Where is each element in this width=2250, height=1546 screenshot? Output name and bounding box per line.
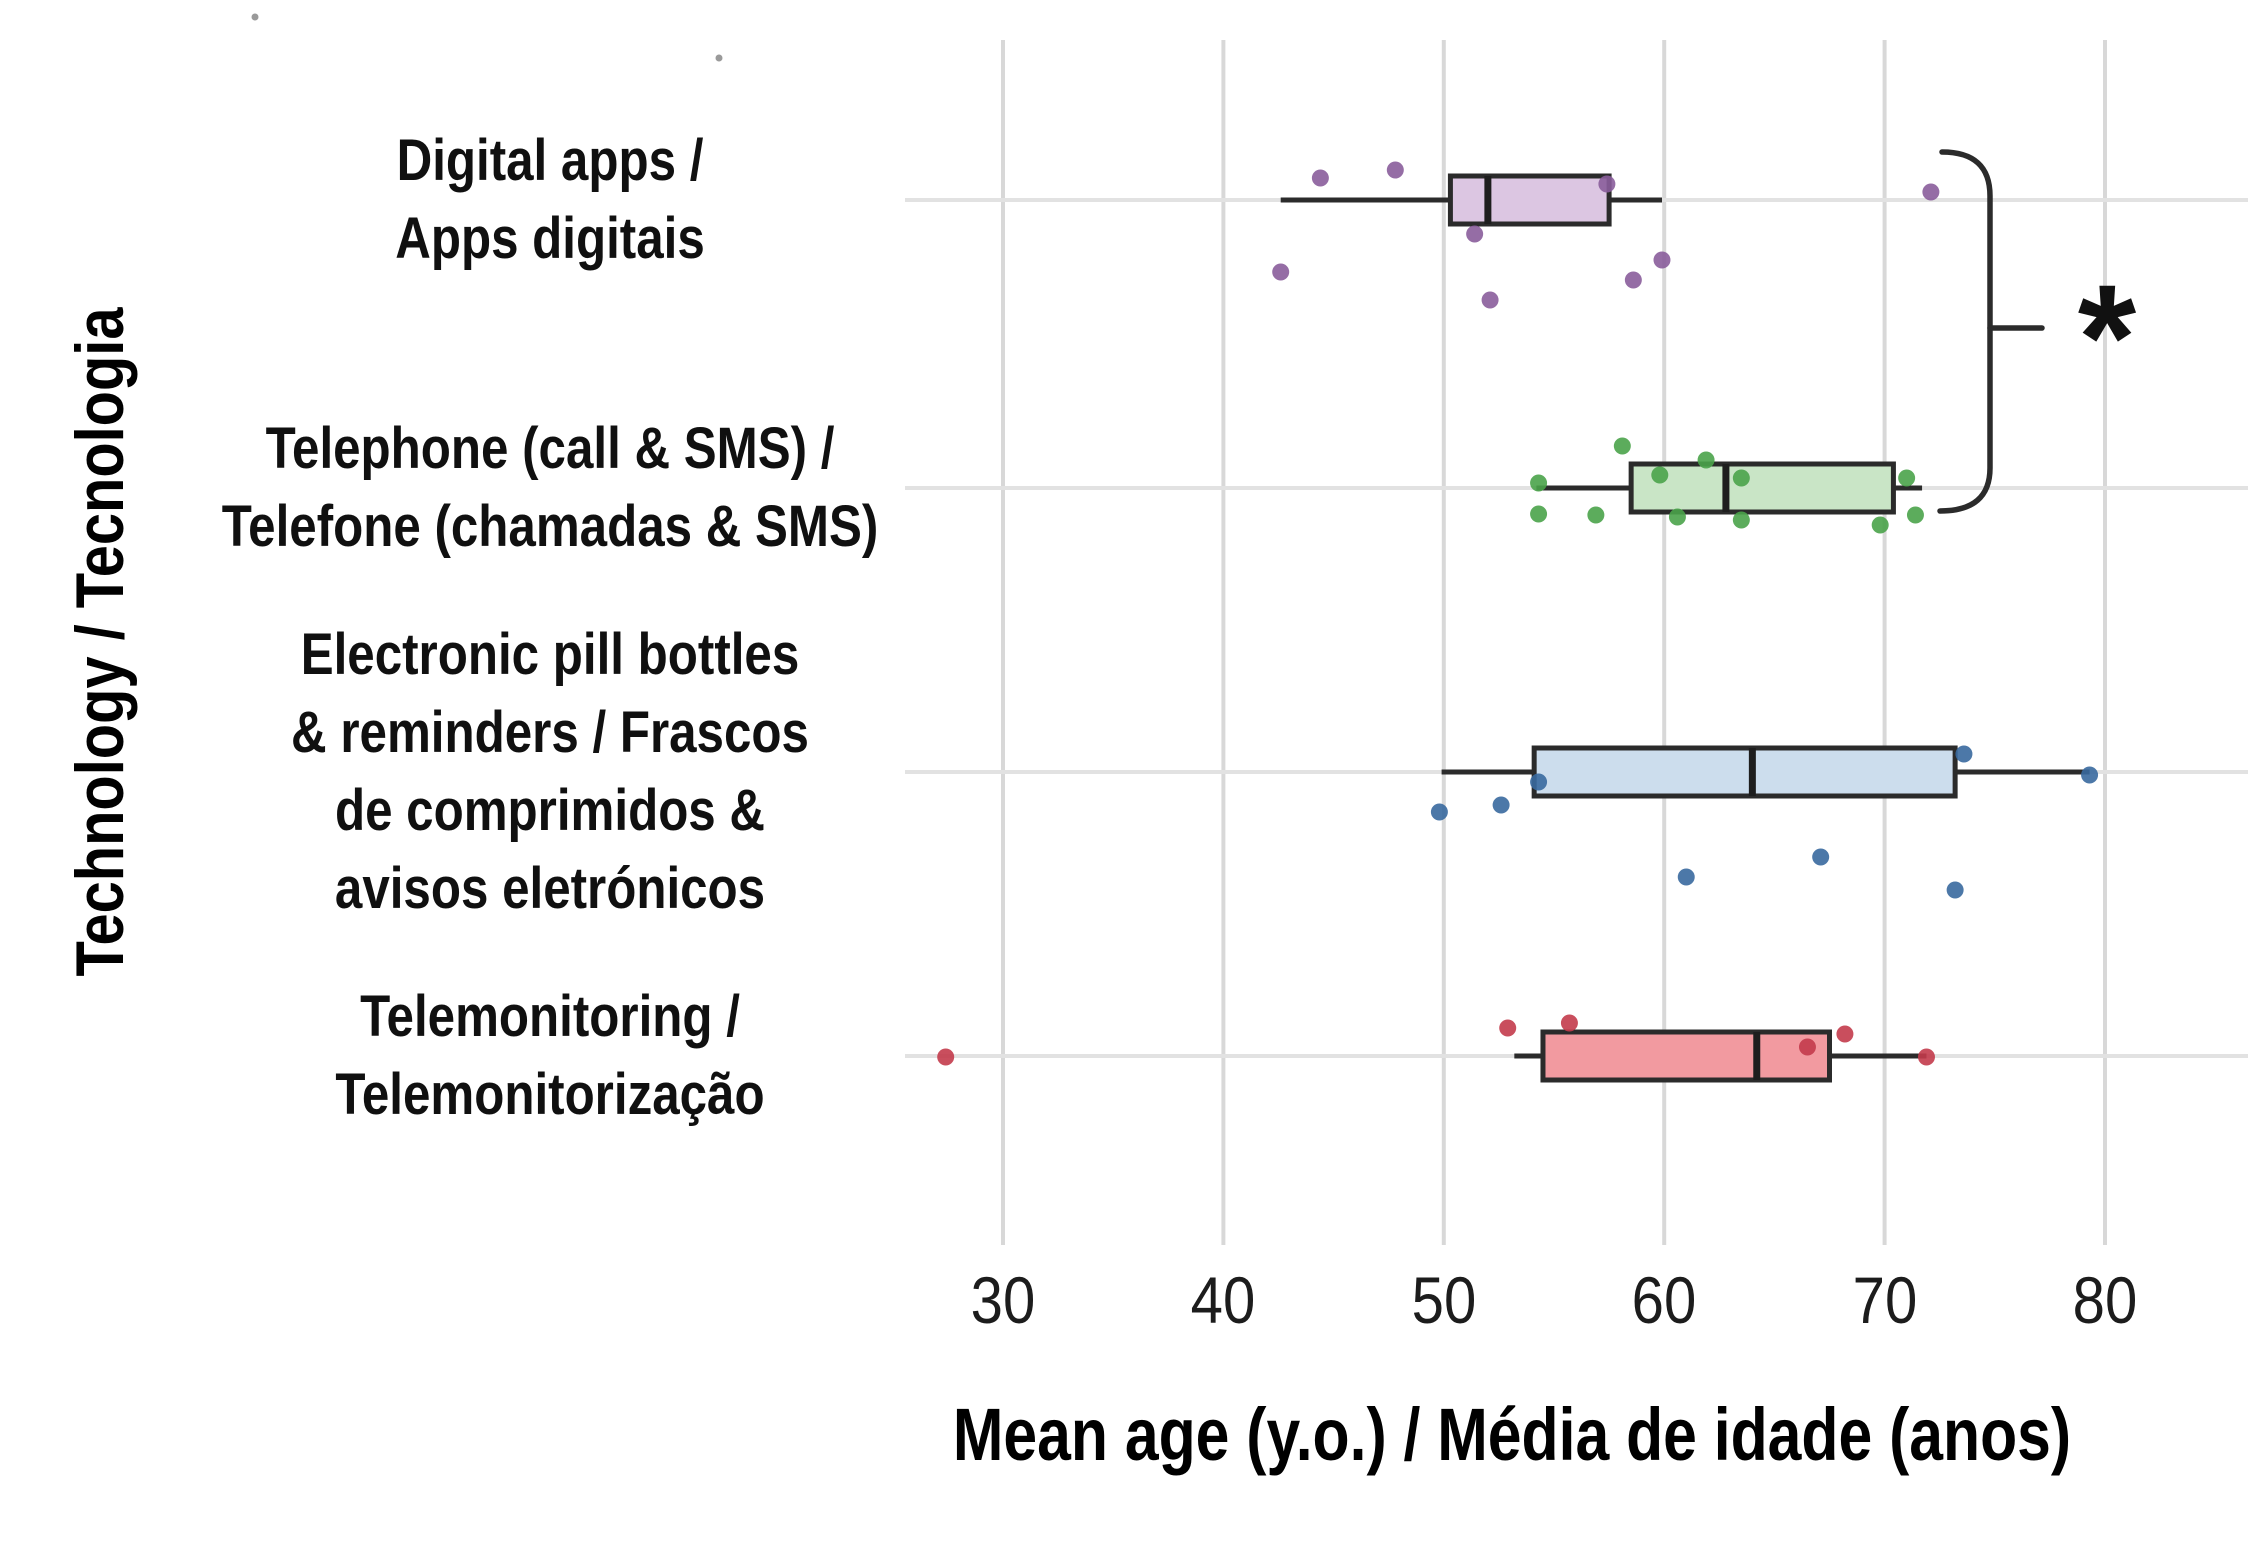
category-label-1: Telephone (call & SMS) / Telefone (chamad… — [210, 410, 890, 566]
point-row2-0 — [1430, 803, 1448, 821]
point-row2-5 — [1955, 745, 1973, 763]
point-row0-4 — [1481, 291, 1499, 309]
y-axis-title: Technology / Tecnologia — [62, 307, 138, 977]
category-label-line: Telefone (chamadas & SMS) — [221, 494, 879, 559]
category-label-line: Electronic pill bottles — [300, 622, 800, 687]
category-label-0: Digital apps / Apps digitais — [210, 122, 890, 278]
point-row2-7 — [2081, 766, 2099, 784]
x-tick-50: 50 — [1411, 1263, 1477, 1337]
point-row1-10 — [1898, 469, 1916, 487]
category-label-line: Digital apps / — [396, 128, 704, 193]
x-tick-60: 60 — [1631, 1263, 1697, 1337]
category-label-line: de comprimidos & — [334, 778, 766, 843]
point-row0-6 — [1624, 271, 1642, 289]
x-axis-title: Mean age (y.o.) / Média de idade (anos) — [952, 1393, 2072, 1476]
stray-mark-0 — [251, 13, 259, 21]
category-label-line: Telemonitorização — [335, 1062, 765, 1127]
category-label-line: Telephone (call & SMS) / — [265, 416, 835, 481]
point-row2-2 — [1530, 773, 1548, 791]
category-label-line: & reminders / Frascos — [291, 700, 809, 765]
point-row1-9 — [1871, 516, 1889, 534]
point-row2-1 — [1492, 796, 1510, 814]
point-row0-3 — [1466, 225, 1484, 243]
significance-bracket — [1937, 149, 1993, 514]
point-row1-11 — [1906, 506, 1924, 524]
x-tick-80: 80 — [2072, 1263, 2138, 1337]
stray-mark-1 — [715, 54, 723, 62]
point-row1-6 — [1697, 451, 1715, 469]
box-row2 — [1531, 745, 1958, 799]
point-row2-6 — [1946, 881, 1964, 899]
x-tick-70: 70 — [1852, 1263, 1917, 1337]
significance-asterisk: * — [2077, 253, 2137, 421]
point-row3-0 — [937, 1048, 955, 1066]
point-row0-5 — [1598, 175, 1616, 193]
point-row1-0 — [1530, 474, 1548, 492]
category-label-3: Telemonitoring / Telemonitorização — [210, 978, 890, 1134]
point-row1-3 — [1613, 437, 1631, 455]
point-row0-7 — [1653, 251, 1671, 269]
point-row1-2 — [1587, 506, 1605, 524]
point-row1-5 — [1668, 508, 1686, 526]
point-row0-2 — [1386, 161, 1404, 179]
point-row0-8 — [1922, 183, 1940, 201]
point-row2-4 — [1812, 848, 1830, 866]
point-row1-1 — [1530, 505, 1548, 523]
point-row3-1 — [1499, 1019, 1517, 1037]
x-tick-40: 40 — [1191, 1263, 1256, 1337]
point-row1-7 — [1732, 469, 1750, 487]
point-row0-0 — [1272, 263, 1290, 281]
category-label-line: avisos eletrónicos — [334, 856, 766, 921]
category-label-2: Electronic pill bottles & reminders / Fra… — [210, 616, 890, 928]
point-row1-8 — [1732, 511, 1750, 529]
box-row1 — [1628, 461, 1896, 515]
box-row3 — [1540, 1029, 1832, 1083]
point-row1-4 — [1651, 466, 1669, 484]
point-row2-3 — [1677, 868, 1695, 886]
category-label-line: Telemonitoring / — [360, 984, 740, 1049]
point-row3-5 — [1917, 1048, 1935, 1066]
point-row3-2 — [1560, 1014, 1578, 1032]
x-tick-30: 30 — [970, 1263, 1036, 1337]
box-row0 — [1447, 173, 1612, 227]
point-row0-1 — [1311, 169, 1329, 187]
point-row3-4 — [1836, 1025, 1854, 1043]
point-row3-3 — [1798, 1038, 1816, 1056]
category-label-line: Apps digitais — [395, 206, 705, 271]
